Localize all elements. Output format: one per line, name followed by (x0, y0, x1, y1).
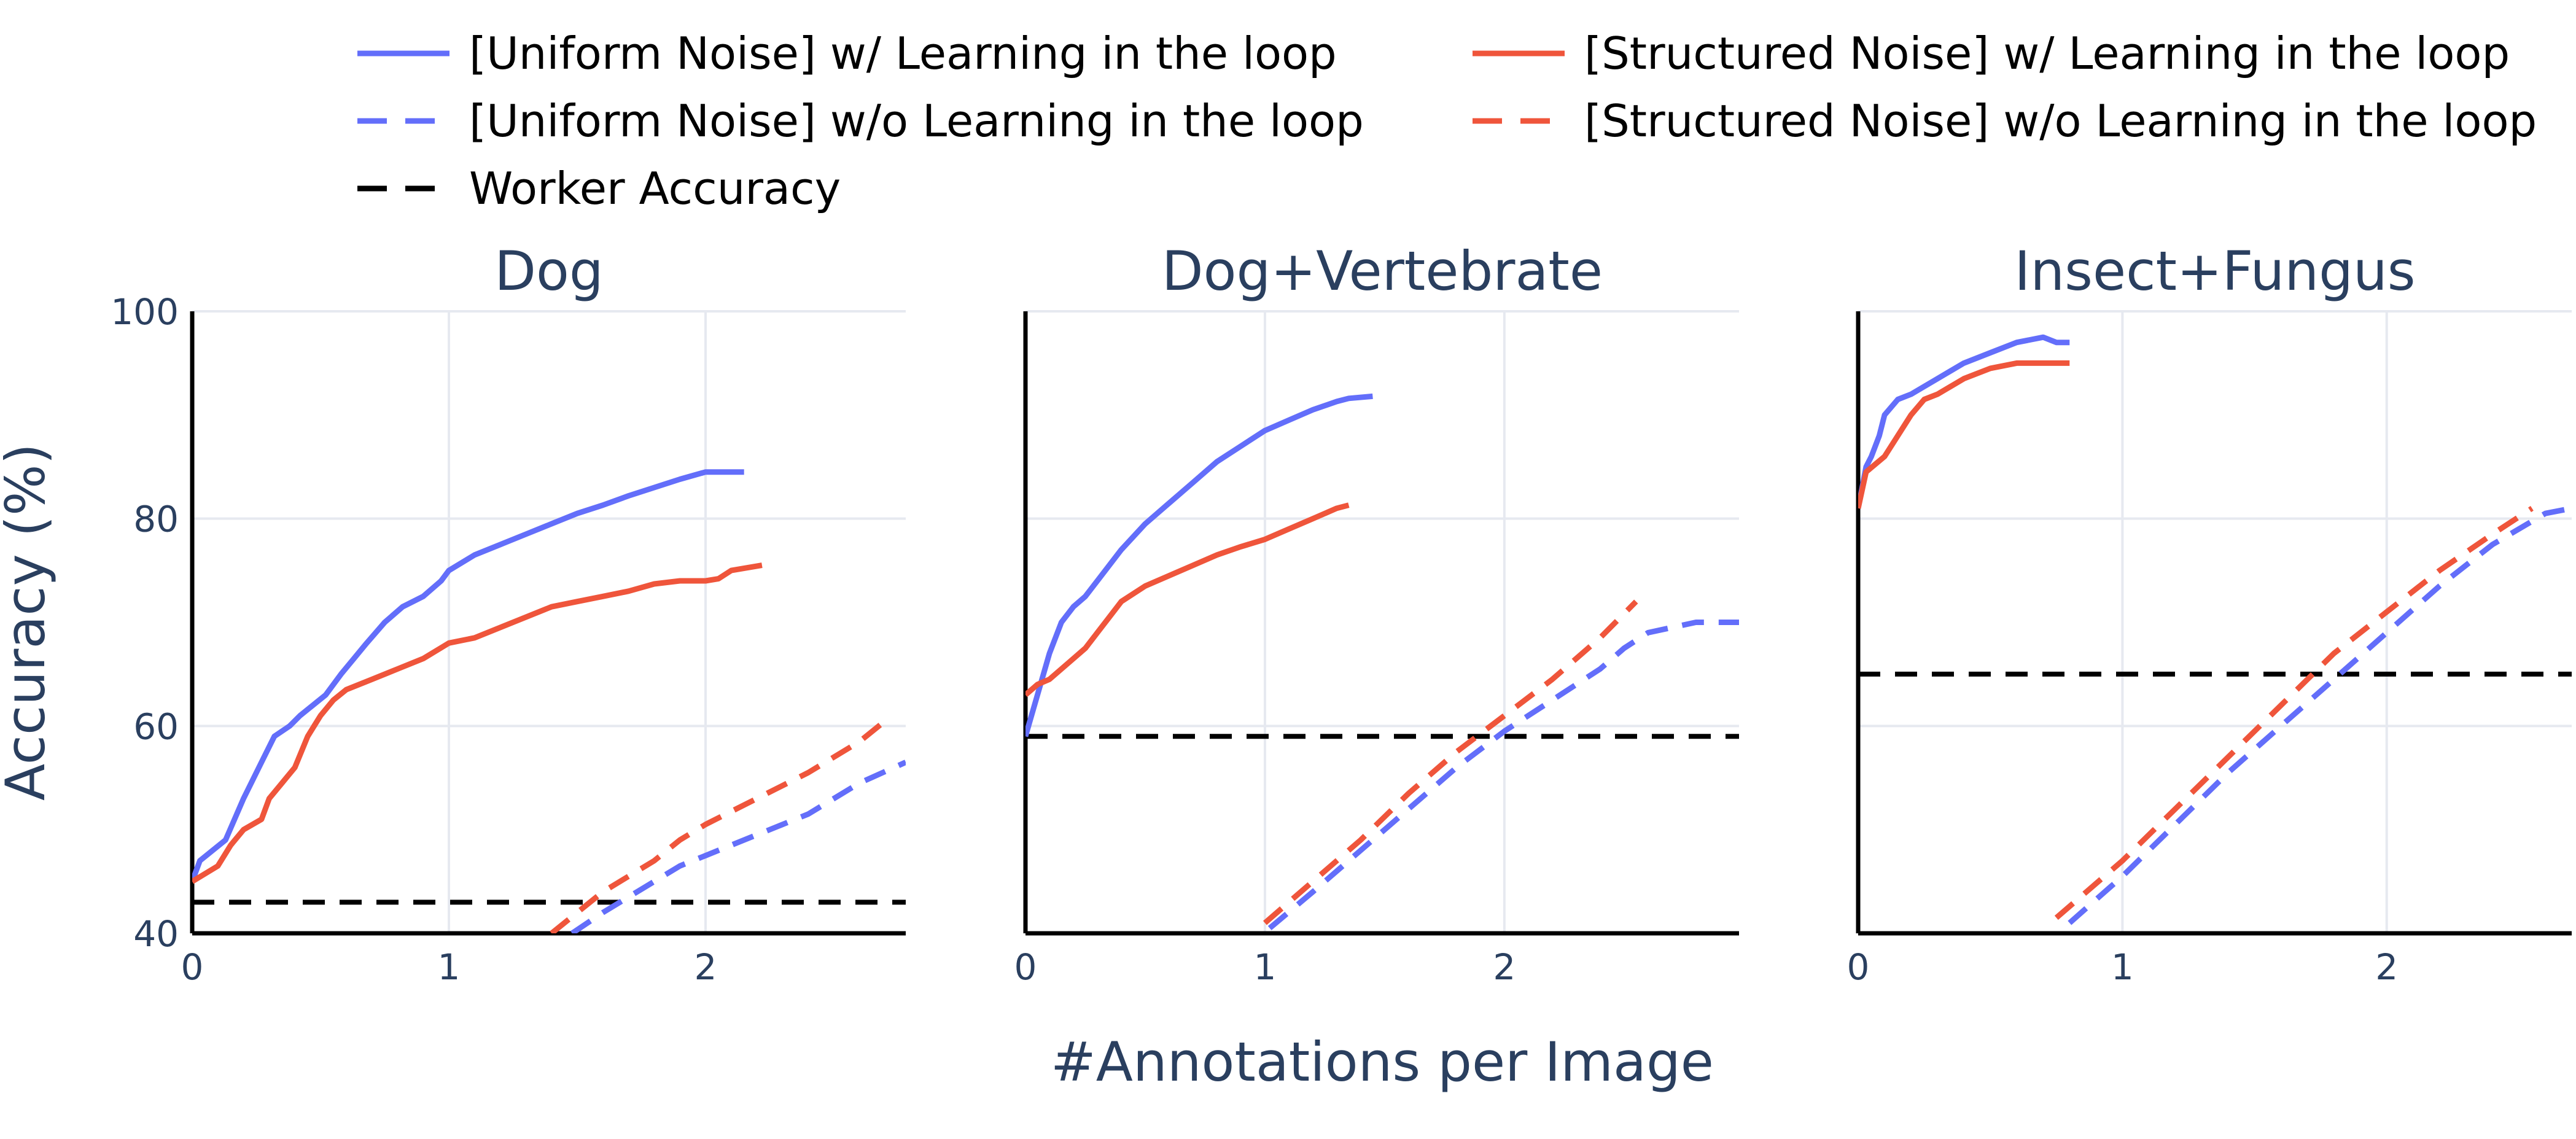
panel-title: Dog+Vertebrate (1162, 239, 1603, 303)
legend-item: Worker Accuracy (357, 163, 841, 214)
x-tick-label: 0 (181, 946, 204, 988)
legend-label: [Uniform Noise] w/ Learning in the loop (469, 28, 1337, 79)
x-tick-label: 2 (695, 946, 717, 988)
legend: [Uniform Noise] w/ Learning in the loop [… (357, 28, 2537, 214)
legend-label: [Structured Noise] w/o Learning in the l… (1584, 95, 2537, 147)
x-tick-label: 2 (2375, 946, 2398, 988)
series-line (192, 469, 744, 883)
series-line (1263, 599, 1638, 925)
series-line (2054, 506, 2534, 920)
series-line (550, 718, 887, 933)
gridlines (192, 310, 906, 933)
x-tick-label: 1 (2111, 946, 2134, 988)
y-axis-title: Accuracy (%) (0, 443, 57, 801)
legend-item: [Structured Noise] w/o Learning in the l… (1473, 95, 2537, 147)
y-tick-label: 80 (133, 499, 179, 540)
series-line (1858, 360, 2070, 509)
gridlines (1858, 310, 2572, 933)
series-line (192, 562, 763, 884)
series-line (1025, 393, 1373, 737)
series-line (1858, 334, 2070, 509)
series-line (2068, 505, 2572, 925)
panel-title: Dog (494, 239, 603, 303)
x-tick-label: 1 (438, 946, 461, 988)
x-axis-title: #Annotations per Image (1051, 1030, 1714, 1094)
legend-label: Worker Accuracy (469, 163, 841, 214)
panel-2: Dog+Vertebrate 0 1 2 (1014, 239, 1739, 988)
legend-item: [Uniform Noise] w/o Learning in the loop (357, 95, 1364, 147)
legend-item: [Uniform Noise] w/ Learning in the loop (357, 28, 1337, 79)
series-line (1025, 502, 1350, 698)
y-tick-label: 40 (133, 913, 179, 955)
legend-item: [Structured Noise] w/ Learning in the lo… (1473, 28, 2510, 79)
y-tick-label: 100 (111, 291, 179, 333)
x-tick-label: 1 (1253, 946, 1276, 988)
panel-1: Dog 0 1 2 40 60 80 100 (111, 239, 906, 988)
x-tick-label: 0 (1847, 946, 1870, 988)
series-line (570, 760, 906, 933)
legend-label: [Uniform Noise] w/o Learning in the loop (469, 95, 1364, 147)
panel-3: Insect+Fungus 0 1 2 (1847, 239, 2572, 988)
legend-label: [Structured Noise] w/ Learning in the lo… (1584, 28, 2510, 79)
gridlines (1025, 310, 1739, 933)
y-tick-label: 60 (133, 706, 179, 747)
x-tick-label: 0 (1014, 946, 1037, 988)
series-line (1267, 620, 1739, 931)
panel-title: Insect+Fungus (2014, 239, 2415, 303)
x-tick-label: 2 (1493, 946, 1516, 988)
